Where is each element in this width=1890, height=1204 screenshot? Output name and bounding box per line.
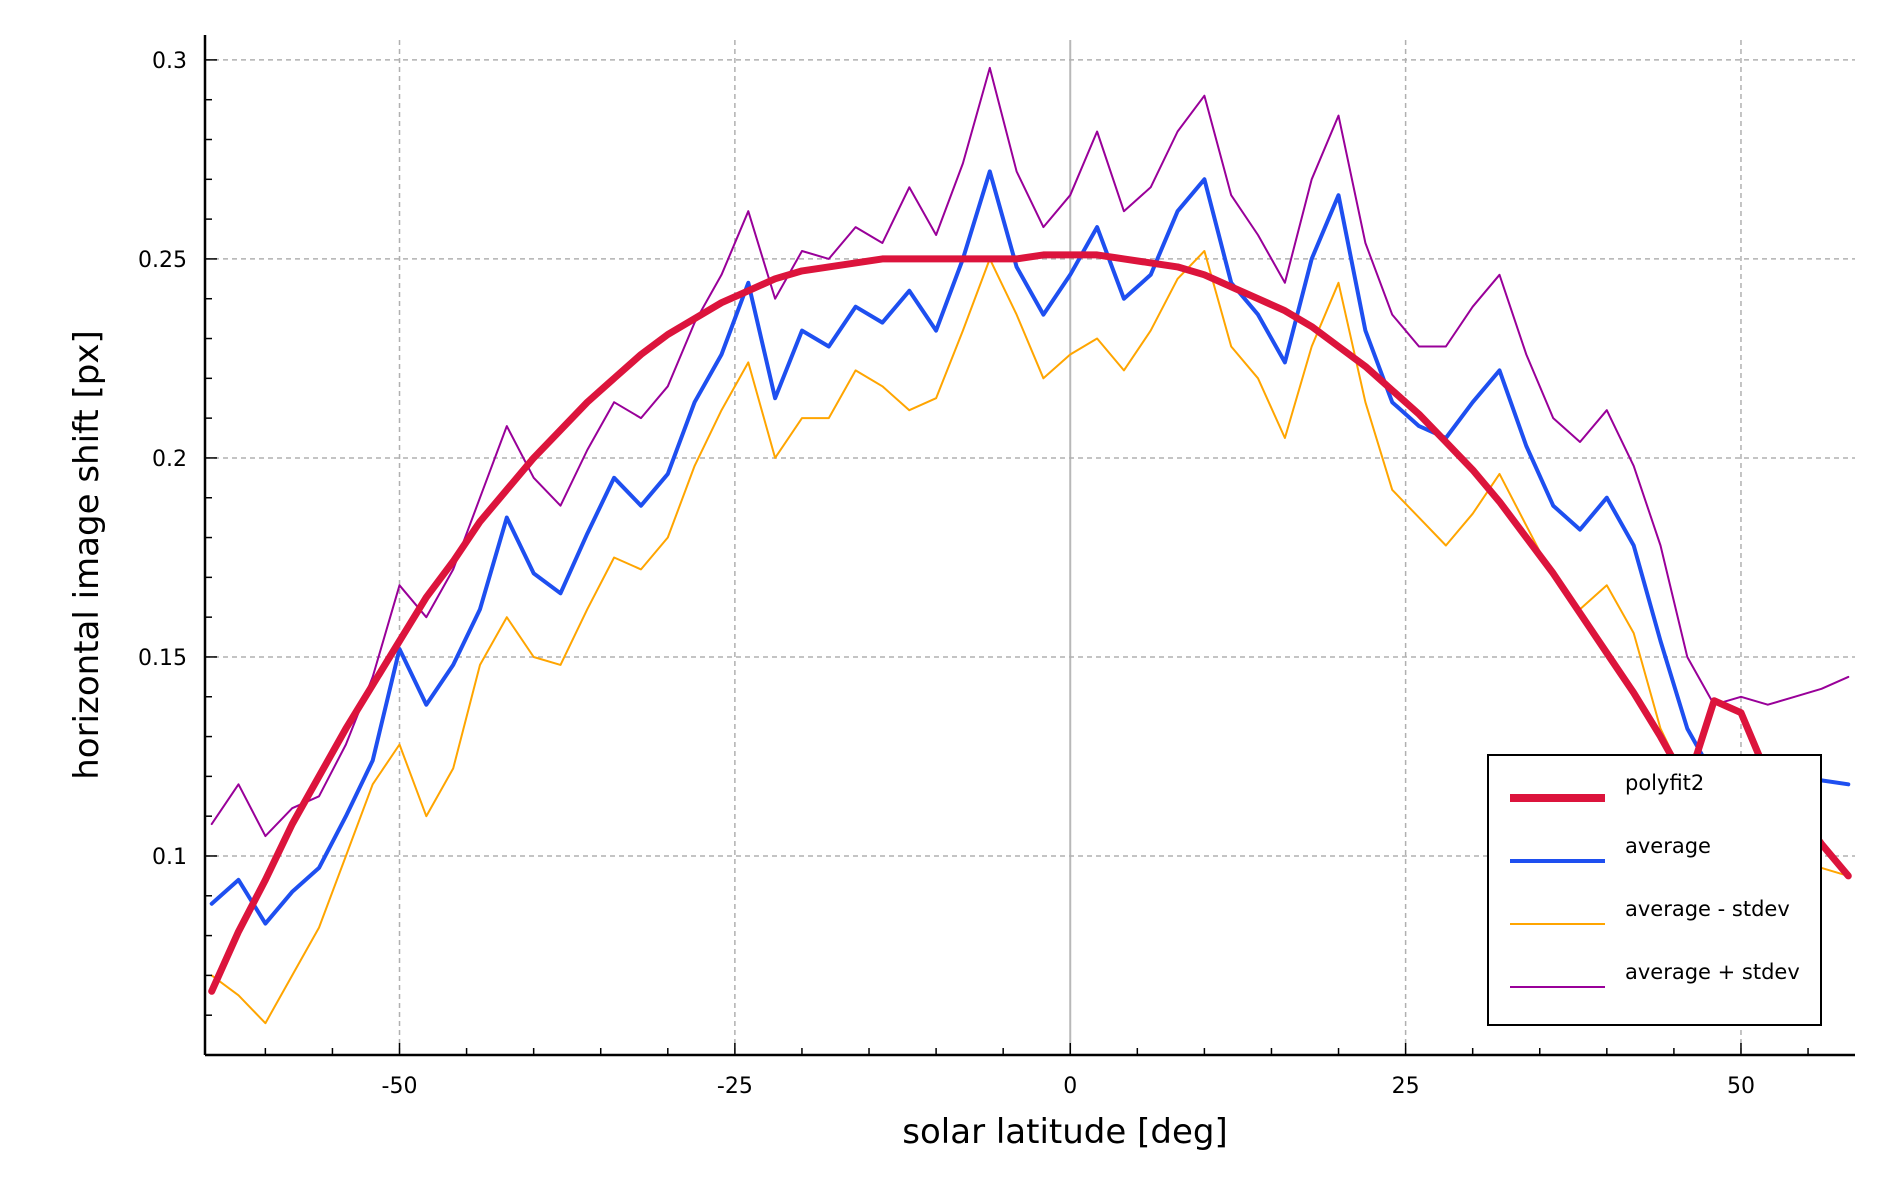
legend-label: average bbox=[1625, 834, 1711, 858]
y-tick-label: 0.2 bbox=[152, 447, 187, 472]
x-axis-label: solar latitude [deg] bbox=[902, 1112, 1227, 1152]
series-lines bbox=[208, 66, 1852, 1025]
x-tick-label: 50 bbox=[1727, 1074, 1755, 1099]
x-tick-label: 25 bbox=[1392, 1074, 1420, 1099]
y-axis-label: horizontal image shift [px] bbox=[67, 330, 107, 780]
legend-label: average + stdev bbox=[1625, 960, 1800, 984]
tick-labels: -50 -25 0 25 50 0.1 0.15 0.2 0.25 0.3 bbox=[138, 49, 1755, 1099]
legend-label: average - stdev bbox=[1625, 897, 1790, 921]
y-tick-label: 0.3 bbox=[152, 49, 187, 74]
x-tick-label: 0 bbox=[1063, 1074, 1077, 1099]
axes bbox=[203, 35, 1855, 1057]
series-line-polyfit2 bbox=[208, 251, 1852, 995]
x-tick-label: -50 bbox=[382, 1074, 418, 1099]
legend-label: polyfit2 bbox=[1625, 771, 1704, 795]
series-line-average-stdev bbox=[210, 66, 1850, 838]
series-line-average bbox=[209, 169, 1851, 926]
y-tick-label: 0.15 bbox=[138, 646, 187, 671]
grid-lines bbox=[205, 40, 1855, 1055]
x-tick-label: -25 bbox=[717, 1074, 753, 1099]
y-tick-label: 0.25 bbox=[138, 248, 187, 273]
y-tick-label: 0.1 bbox=[152, 845, 187, 870]
legend: polyfit2 average average - stdev average + … bbox=[1487, 754, 1822, 1026]
